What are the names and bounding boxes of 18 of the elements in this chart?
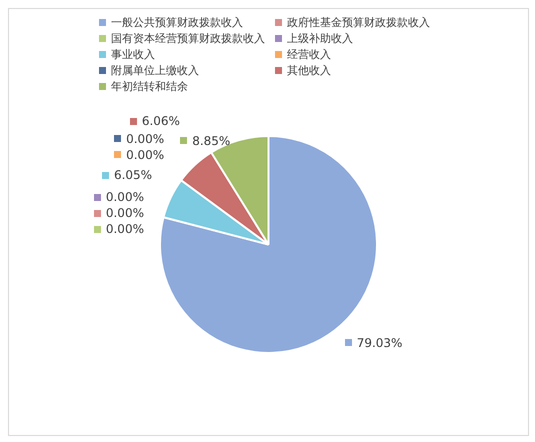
data-label: 79.03% bbox=[356, 336, 402, 350]
legend-label: 附属单位上缴收入 bbox=[111, 63, 199, 78]
text: 0.00% bbox=[126, 148, 164, 162]
legend-label: 经营收入 bbox=[287, 47, 331, 62]
text: 0.00% bbox=[106, 190, 144, 204]
legend-label: 一般公共预算财政拨款收入 bbox=[111, 15, 243, 30]
text: 0.00% bbox=[106, 222, 144, 236]
legend-label: 年初结转和结余 bbox=[111, 79, 188, 94]
text: 0.00% bbox=[106, 206, 144, 220]
data-label: 6.05% bbox=[114, 168, 152, 182]
text: 0.00% bbox=[126, 132, 164, 146]
data-label: 8.85% bbox=[192, 134, 230, 148]
legend-label: 事业收入 bbox=[111, 47, 155, 62]
legend-label: 政府性基金预算财政拨款收入 bbox=[287, 15, 430, 30]
data-label: 6.06% bbox=[142, 114, 180, 128]
legend-label: 其他收入 bbox=[287, 63, 331, 78]
legend-label: 上级补助收入 bbox=[287, 31, 353, 46]
legend-label: 国有资本经营预算财政拨款收入 bbox=[111, 31, 265, 46]
